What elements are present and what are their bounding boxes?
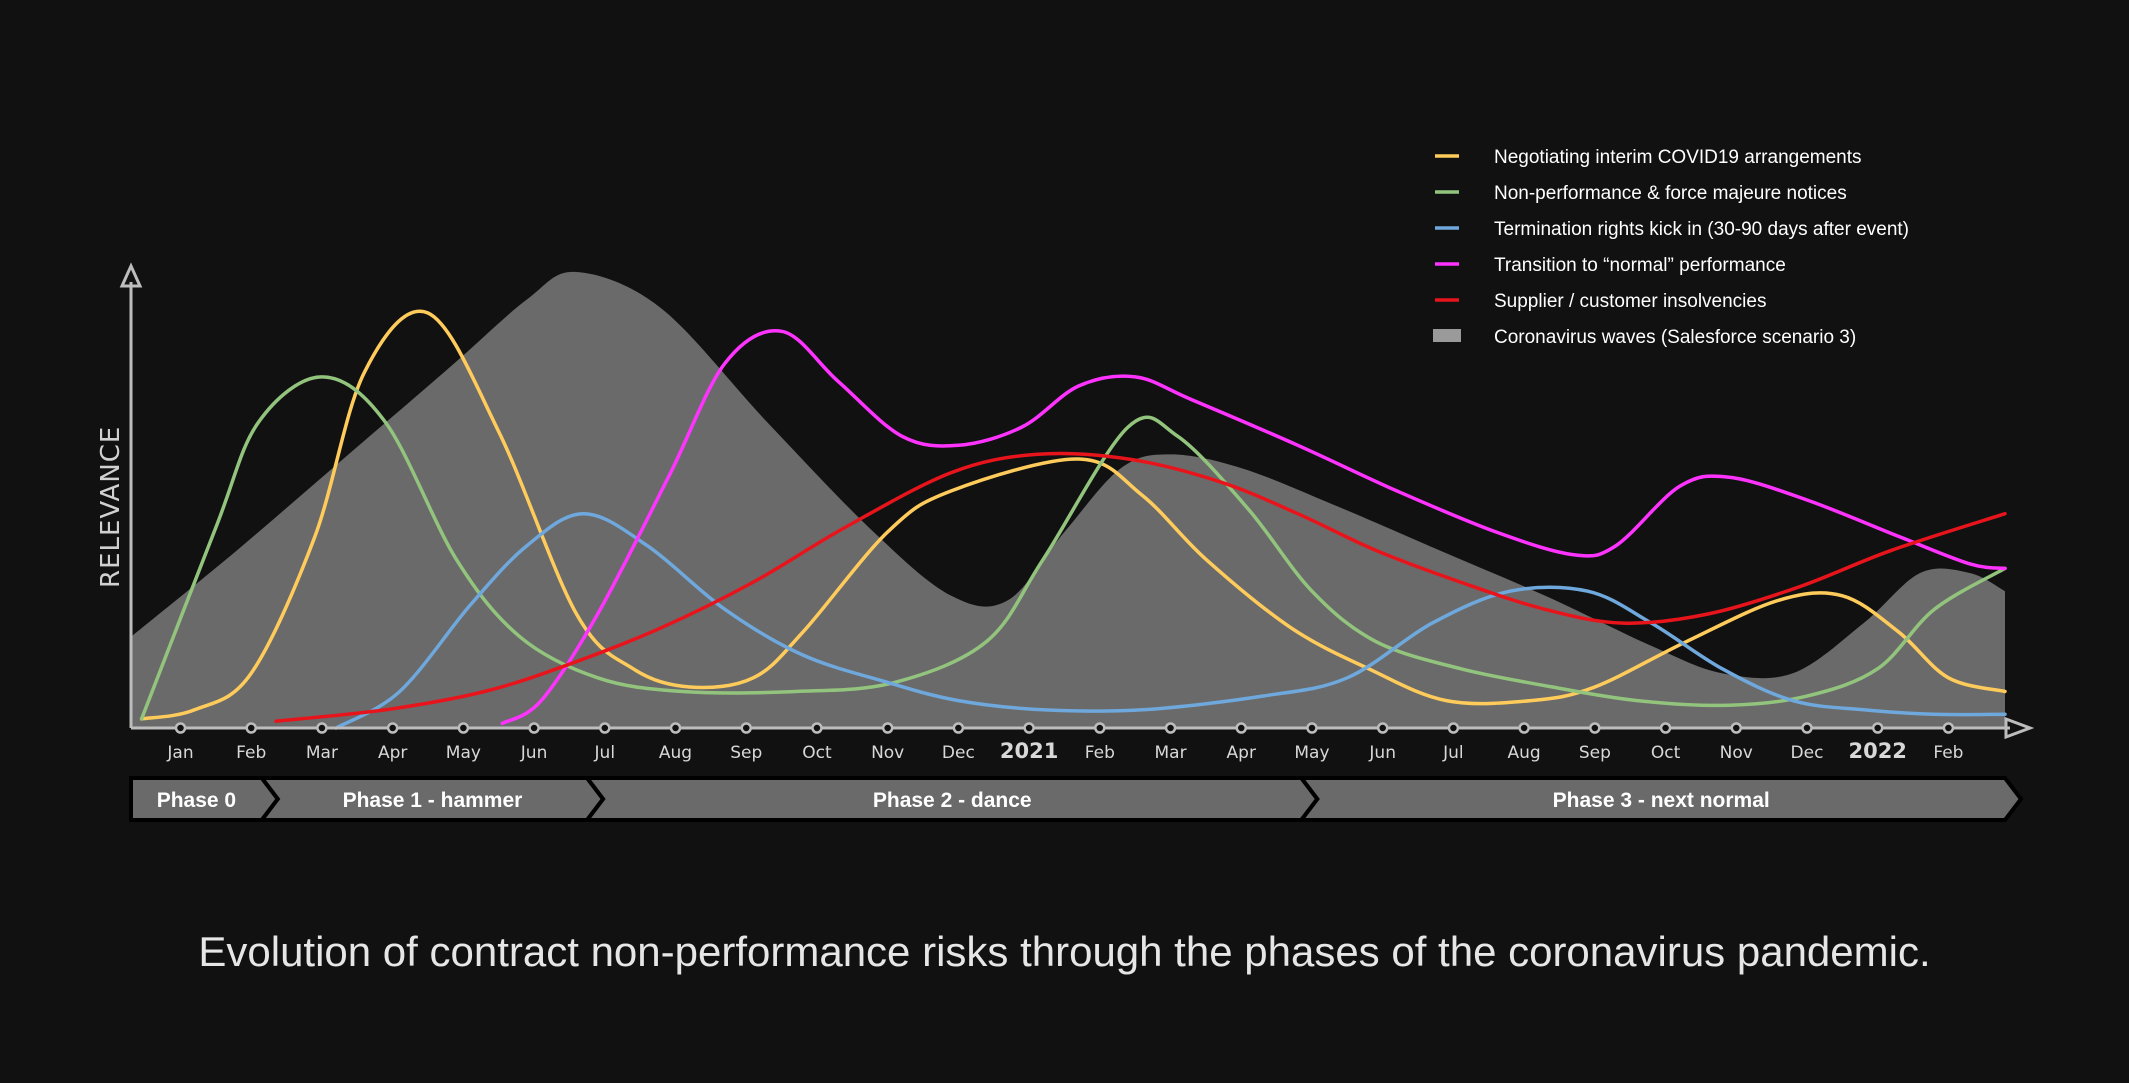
x-tick-label: Feb: [1085, 743, 1115, 763]
x-tick-marker: [599, 722, 611, 734]
x-tick-label: 2022: [1848, 739, 1906, 763]
legend: Negotiating interim COVID19 arrangements…: [1433, 147, 1909, 348]
x-tick-marker: [1801, 722, 1813, 734]
x-tick-label: Mar: [306, 743, 338, 763]
x-tick-marker: [669, 722, 682, 734]
x-tick-marker: [1164, 722, 1177, 734]
x-tick-label: Feb: [236, 743, 266, 763]
x-tick-marker: [811, 722, 823, 734]
x-tick-marker: [1376, 722, 1389, 734]
x-tick-marker: [245, 722, 257, 734]
series-line-5: [274, 451, 2007, 723]
phase-label: Phase 2 - dance: [873, 789, 1032, 812]
x-tick-label: Oct: [1651, 743, 1681, 763]
x-tick-label: Sep: [730, 743, 762, 763]
series-line-2: [139, 375, 2007, 721]
series-line-3: [334, 511, 2007, 730]
x-tick-label: Jan: [166, 743, 193, 763]
x-tick-marker: [881, 722, 894, 734]
x-axis-arrow: [2004, 716, 2035, 740]
phase-label: Phase 1 - hammer: [343, 789, 523, 812]
phase-label: Phase 3 - next normal: [1553, 789, 1770, 812]
x-tick-marker: [952, 722, 965, 734]
x-tick-marker: [316, 722, 328, 734]
x-tick-marker: [1447, 722, 1460, 734]
x-tick-label: Jun: [1368, 743, 1396, 763]
series-line-4: [500, 329, 2007, 726]
x-tick-marker: [1659, 722, 1672, 734]
x-tick-label: Feb: [1933, 743, 1963, 763]
x-tick-marker: [457, 722, 470, 734]
figure-caption: Evolution of contract non-performance ri…: [198, 928, 1931, 975]
phase-label: Phase 0: [157, 789, 236, 812]
phase-chevron: [1297, 776, 2024, 822]
legend-label: Supplier / customer insolvencies: [1494, 291, 1766, 312]
legend-label: Coronavirus waves (Salesforce scenario 3…: [1494, 327, 1856, 348]
x-tick-label: Sep: [1579, 743, 1611, 763]
x-tick-marker: [1730, 722, 1743, 734]
x-tick-marker: [1306, 722, 1318, 734]
legend-label: Negotiating interim COVID19 arrangements: [1494, 147, 1862, 168]
x-ticks-layer: Jan Feb Mar Apr May Jun Jul Aug Sep Oct Nov Dec 2021…: [166, 722, 1963, 763]
x-tick-label: Aug: [659, 743, 692, 763]
x-tick-marker: [386, 722, 399, 734]
x-tick-marker: [1235, 722, 1248, 734]
legend-swatch: [1433, 329, 1461, 342]
x-tick-marker: [1589, 722, 1601, 734]
x-tick-label: May: [446, 743, 481, 763]
axes-layer: RELEVANCE: [96, 262, 2035, 740]
x-tick-label: Jun: [520, 743, 548, 763]
x-tick-label: Dec: [1791, 743, 1824, 763]
x-tick-label: Nov: [871, 743, 904, 763]
x-tick-marker: [1871, 722, 1884, 734]
legend-label: Transition to “normal” performance: [1494, 255, 1786, 276]
x-tick-label: Dec: [942, 743, 975, 763]
x-tick-label: Aug: [1508, 743, 1541, 763]
x-tick-label: Jul: [1442, 743, 1464, 763]
x-tick-marker: [1094, 722, 1106, 734]
series-line-1: [139, 309, 2007, 721]
x-tick-label: Nov: [1720, 743, 1753, 763]
x-tick-marker: [1518, 722, 1530, 734]
legend-label: Termination rights kick in (30-90 days a…: [1494, 219, 1909, 240]
legend-label: Non-performance & force majeure notices: [1494, 183, 1847, 204]
x-tick-label: Apr: [378, 743, 407, 763]
series-layer: [139, 309, 2007, 730]
x-tick-marker: [740, 722, 752, 734]
x-tick-marker: [1942, 722, 1955, 734]
x-tick-label: Apr: [1227, 743, 1256, 763]
y-axis-label: RELEVANCE: [96, 426, 126, 588]
x-tick-marker: [174, 722, 187, 734]
x-tick-label: May: [1294, 743, 1329, 763]
x-tick-label: Jul: [594, 743, 616, 763]
x-tick-marker: [1023, 722, 1035, 734]
x-tick-label: Mar: [1155, 743, 1187, 763]
phase-band: Phase 0 Phase 1 - hammer Phase 2 - dance Ph…: [129, 776, 2024, 822]
x-tick-label: Oct: [802, 743, 832, 763]
x-tick-label: 2021: [1000, 739, 1058, 763]
x-tick-marker: [528, 722, 540, 734]
y-axis-arrow: [119, 262, 143, 288]
